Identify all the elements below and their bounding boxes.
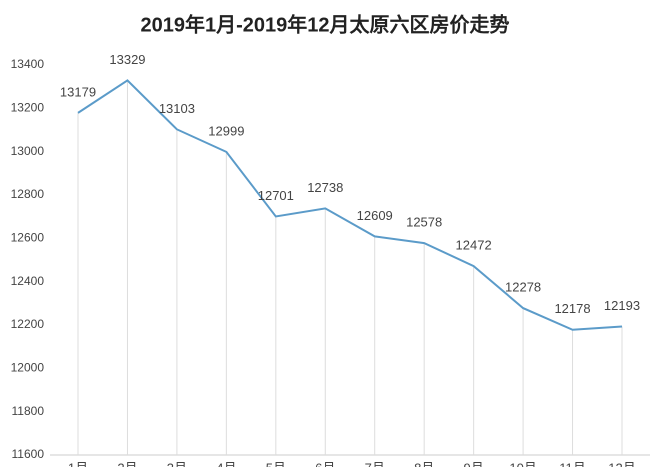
x-tick-label: 11月 [559,460,586,467]
y-tick-label: 13200 [11,101,45,115]
y-tick-label: 13400 [11,57,45,71]
y-tick-label: 12400 [11,274,45,288]
y-tick-label: 13000 [11,144,45,158]
x-tick-label: 3月 [167,460,187,467]
series-line [77,79,623,331]
data-label: 13179 [60,84,96,99]
data-label: 12178 [554,301,590,316]
data-label: 12999 [208,123,244,138]
x-tick-label: 6月 [315,460,335,467]
data-label: 12609 [357,208,393,223]
y-tick-label: 11600 [12,447,45,461]
x-tick-label: 1月 [68,460,88,467]
data-label: 12738 [307,180,343,195]
data-label: 12472 [456,238,492,253]
y-tick-label: 12000 [11,361,45,375]
data-label: 13329 [109,52,145,67]
y-tick-label: 12800 [11,187,45,201]
x-tick-label: 9月 [464,460,484,467]
data-label: 12193 [604,298,640,313]
x-tick-label: 5月 [266,460,286,467]
y-tick-label: 12200 [11,317,45,331]
x-tick-label: 10月 [509,460,536,467]
x-tick-label: 2月 [117,460,137,467]
chart-title: 2019年1月-2019年12月太原六区房价走势 [140,12,509,36]
x-tick-label: 4月 [216,460,236,467]
data-label: 12578 [406,215,442,230]
y-tick-label: 11800 [12,404,45,418]
data-label: 12701 [258,188,294,203]
x-tick-label: 7月 [365,460,385,467]
y-tick-label: 12600 [11,231,45,245]
data-label: 12278 [505,280,541,295]
data-label: 13103 [159,101,195,116]
x-tick-label: 8月 [414,460,434,467]
x-tick-label: 12月 [608,460,635,467]
